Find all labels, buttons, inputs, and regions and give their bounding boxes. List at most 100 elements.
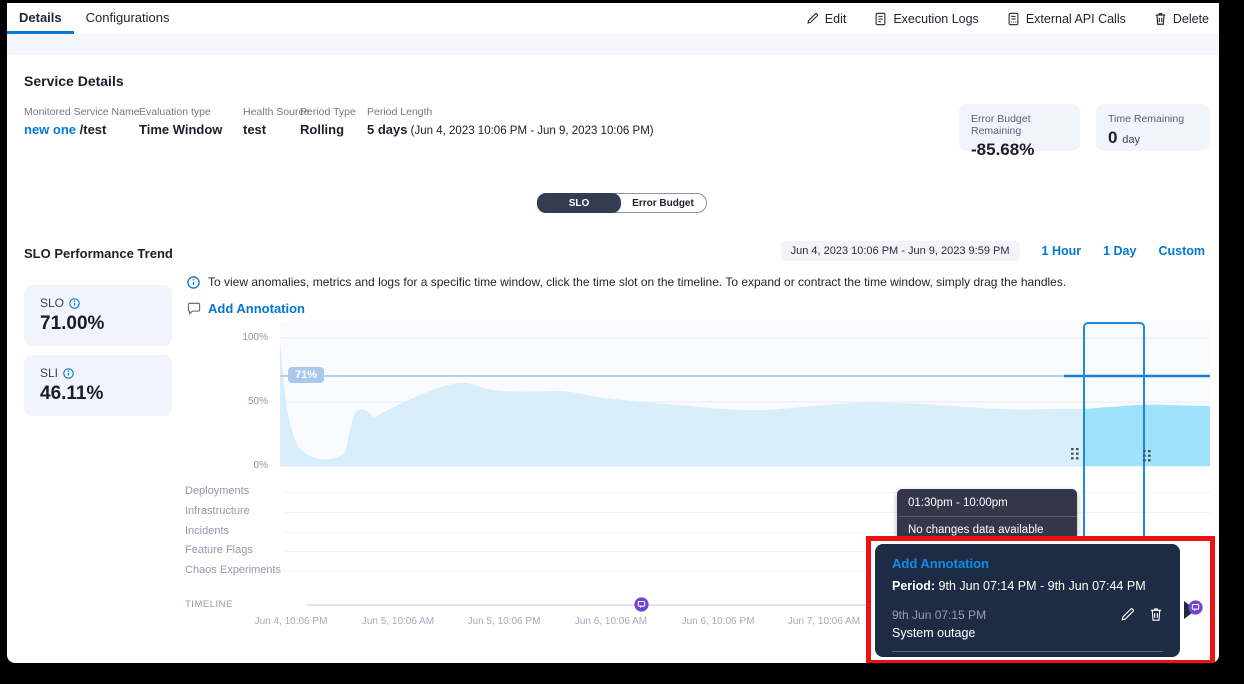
field-evaluation-type: Evaluation type Time Window xyxy=(139,106,222,137)
lane-line xyxy=(283,532,1210,533)
y-tick-0: 0% xyxy=(253,460,268,471)
range-1-hour[interactable]: 1 Hour xyxy=(1041,244,1082,258)
x-tick: Jun 6, 10:06 AM xyxy=(574,616,648,627)
lane-deployments: Deployments xyxy=(185,485,250,497)
field-monitored-service-name: Monitored Service Name new one /test xyxy=(24,106,140,137)
highlight-red-frame: Add Annotation Period: 9th Jun 07:14 PM … xyxy=(866,536,1215,663)
tab-configurations[interactable]: Configurations xyxy=(85,9,170,25)
date-range-chip[interactable]: Jun 4, 2023 10:06 PM - Jun 9, 2023 9:59 … xyxy=(780,241,1020,261)
toggle-error-budget[interactable]: Error Budget xyxy=(632,197,694,209)
tooltip-time-range: 01:30pm - 10:00pm xyxy=(897,489,1077,517)
field-value: Rolling xyxy=(300,122,345,137)
pencil-icon xyxy=(806,12,819,25)
slo-trend-chart[interactable] xyxy=(280,322,1210,469)
sli-card-label: SLI xyxy=(40,366,59,380)
annotation-entry-message: System outage xyxy=(892,626,976,640)
toggle-slo[interactable]: SLO xyxy=(537,193,621,213)
time-range-controls: Jun 4, 2023 10:06 PM - Jun 9, 2023 9:59 … xyxy=(780,241,1205,261)
error-budget-remaining-card: Error Budget Remaining -85.68% xyxy=(959,104,1080,159)
annotation-bubble-icon xyxy=(187,302,201,315)
field-value-detail: (Jun 4, 2023 10:06 PM - Jun 9, 2023 10:0… xyxy=(407,125,654,137)
error-budget-value: -85.68% xyxy=(971,140,1035,159)
lane-feature-flags: Feature Flags xyxy=(185,544,253,556)
x-tick: Jun 6, 10:06 PM xyxy=(681,616,755,627)
tooltip-message: No changes data available xyxy=(908,524,1044,536)
x-tick: Jun 5, 10:06 AM xyxy=(361,616,435,627)
info-icon[interactable] xyxy=(63,367,74,379)
y-tick-100: 100% xyxy=(242,332,268,343)
changes-tooltip: 01:30pm - 10:00pm No changes data availa… xyxy=(897,489,1077,545)
edit-button[interactable]: Edit xyxy=(806,11,847,26)
field-health-source: Health Source test xyxy=(243,106,310,137)
time-remaining-label: Time Remaining xyxy=(1108,113,1185,125)
api-document-icon xyxy=(1007,12,1020,26)
field-label: Monitored Service Name xyxy=(24,106,140,118)
info-icon[interactable] xyxy=(69,297,80,309)
execution-logs-button[interactable]: Execution Logs xyxy=(874,12,979,26)
slo-errorbudget-toggle[interactable]: SLO Error Budget xyxy=(537,193,707,213)
header-toolbar: Edit Execution Logs External API Calls D… xyxy=(806,3,1209,34)
annotation-popup: Add Annotation Period: 9th Jun 07:14 PM … xyxy=(875,544,1196,657)
trash-icon xyxy=(1154,12,1167,26)
x-tick: Jun 7, 10:06 AM xyxy=(787,616,861,627)
tab-details[interactable]: Details xyxy=(7,3,74,34)
field-period-type: Period Type Rolling xyxy=(300,106,356,137)
field-period-length: Period Length 5 days (Jun 4, 2023 10:06 … xyxy=(367,106,654,137)
sli-card: SLI 46.11% xyxy=(24,355,172,416)
timeline-info: To view anomalies, metrics and logs for … xyxy=(187,275,1147,289)
range-1-day[interactable]: 1 Day xyxy=(1103,244,1137,258)
service-details-title: Service Details xyxy=(24,73,124,89)
lane-line xyxy=(283,571,1210,572)
slo-card-value: 71.00% xyxy=(40,313,105,334)
field-label: Health Source xyxy=(243,106,310,118)
add-annotation-link[interactable]: Add Annotation xyxy=(187,301,305,316)
external-api-calls-label: External API Calls xyxy=(1025,11,1126,26)
delete-annotation-icon[interactable] xyxy=(1149,607,1163,622)
slo-area-highlighted xyxy=(1083,404,1210,466)
time-remaining-unit: day xyxy=(1122,134,1140,146)
popup-add-annotation-link[interactable]: Add Annotation xyxy=(892,556,989,571)
app-window: Details Configurations Edit Execution Lo… xyxy=(7,3,1219,663)
timeline-track[interactable] xyxy=(307,604,1210,606)
external-api-calls-button[interactable]: External API Calls xyxy=(1007,12,1126,26)
field-label: Period Length xyxy=(367,106,433,118)
popup-divider xyxy=(892,651,1163,652)
edit-label: Edit xyxy=(824,11,847,26)
timeline-label: TIMELINE xyxy=(185,599,233,610)
drag-handle-right-icon[interactable] xyxy=(1143,449,1151,467)
service-env: /test xyxy=(76,122,107,137)
slo-card: SLO 71.00% xyxy=(24,285,172,346)
document-icon xyxy=(874,12,887,26)
edit-annotation-icon[interactable] xyxy=(1120,607,1135,622)
field-value: test xyxy=(243,122,267,137)
tab-bar: Details Configurations Edit Execution Lo… xyxy=(7,3,1219,35)
field-label: Evaluation type xyxy=(139,106,211,118)
period-label: Period: xyxy=(892,579,936,593)
header-band xyxy=(7,34,1219,55)
x-tick: Jun 5, 10:06 PM xyxy=(467,616,541,627)
range-custom[interactable]: Custom xyxy=(1158,244,1205,258)
lane-incidents: Incidents xyxy=(185,525,230,537)
lane-line xyxy=(283,492,1210,493)
drag-handle-left-icon[interactable] xyxy=(1071,447,1079,465)
field-value: Time Window xyxy=(139,122,223,137)
lane-line xyxy=(283,551,1210,552)
slo-performance-trend-title: SLO Performance Trend xyxy=(24,246,173,261)
annotation-marker-icon[interactable] xyxy=(1188,600,1203,620)
add-annotation-label: Add Annotation xyxy=(208,301,305,316)
error-budget-label: Error Budget Remaining xyxy=(971,113,1031,137)
time-window-selection[interactable] xyxy=(1083,322,1145,611)
slo-area-series xyxy=(280,341,1210,466)
slo-target-chip: 71% xyxy=(288,367,325,383)
period-value: 9th Jun 07:14 PM - 9th Jun 07:44 PM xyxy=(935,579,1146,593)
delete-button[interactable]: Delete xyxy=(1154,12,1209,26)
annotation-marker-icon[interactable] xyxy=(634,597,649,617)
service-name-link[interactable]: new one xyxy=(24,122,77,137)
time-remaining-card: Time Remaining 0 day xyxy=(1096,104,1210,151)
y-tick-50: 50% xyxy=(247,396,268,407)
sli-card-value: 46.11% xyxy=(40,383,104,404)
delete-label: Delete xyxy=(1172,11,1209,26)
lane-chaos-experiments: Chaos Experiments xyxy=(185,564,281,576)
lane-infrastructure: Infrastructure xyxy=(185,505,250,517)
lane-line xyxy=(283,512,1210,513)
